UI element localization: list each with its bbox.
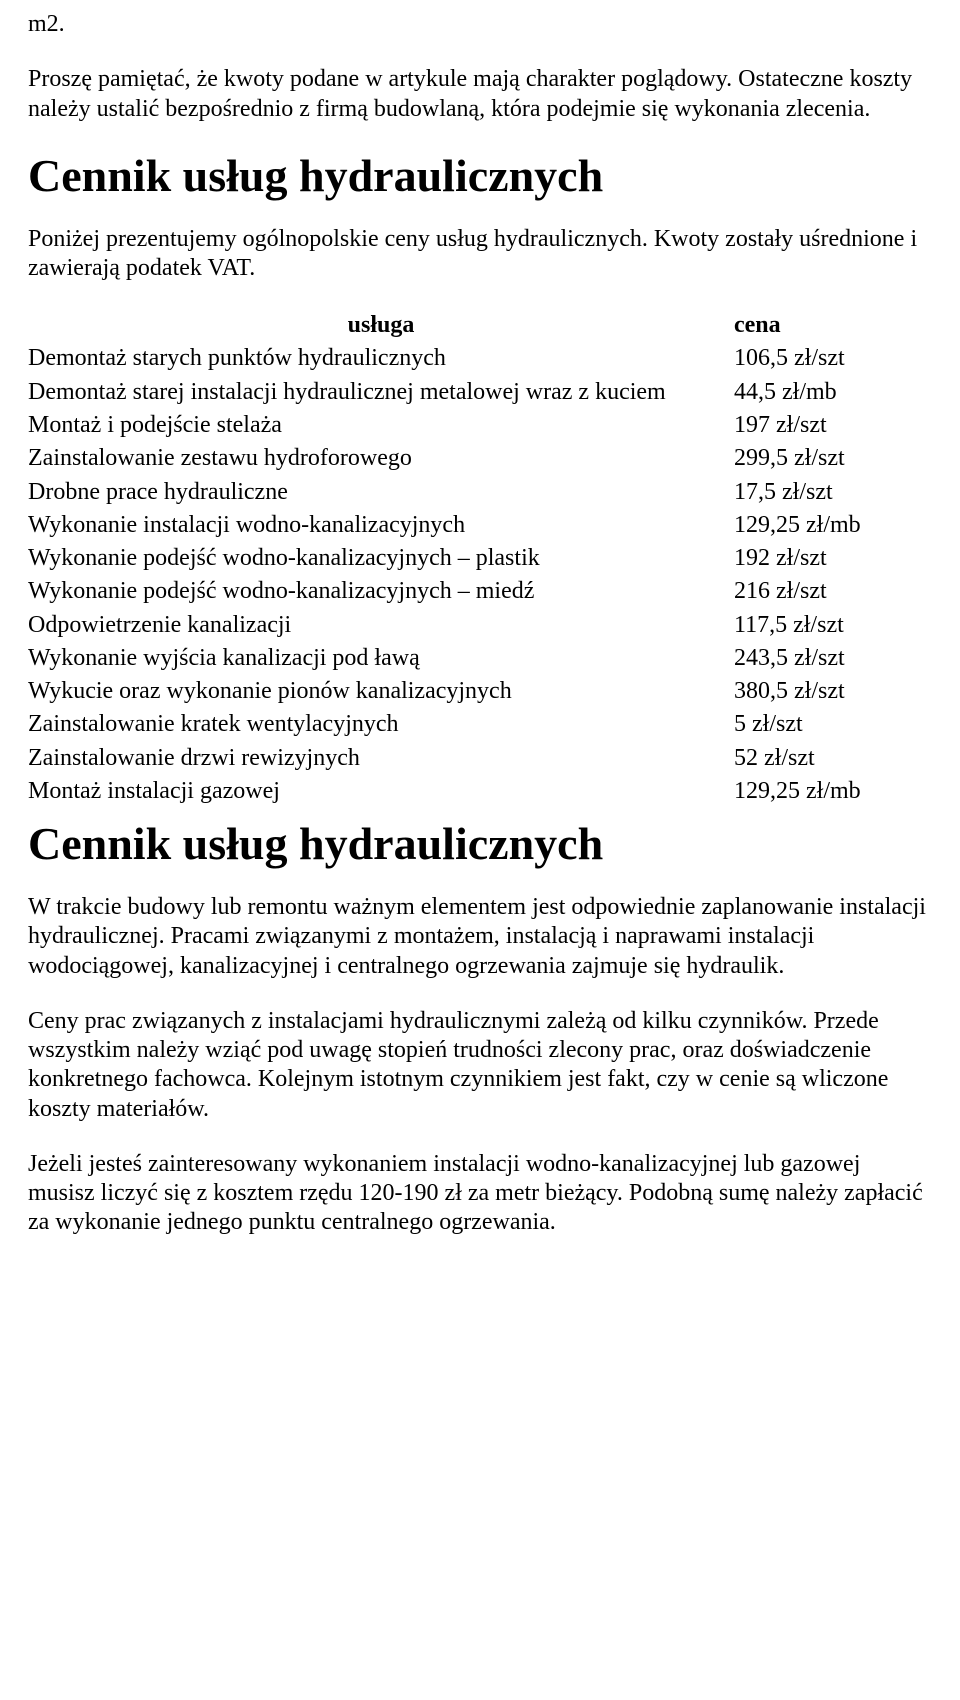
service-cell: Wykonanie wyjścia kanalizacji pod ławą: [28, 642, 734, 675]
table-row: Drobne prace hydrauliczne 17,5 zł/szt: [28, 476, 932, 509]
price-cell: 380,5 zł/szt: [734, 675, 932, 708]
price-cell: 192 zł/szt: [734, 542, 932, 575]
price-cell: 44,5 zł/mb: [734, 376, 932, 409]
paragraph-2b: Ceny prac związanych z instalacjami hydr…: [28, 1007, 932, 1124]
price-cell: 17,5 zł/szt: [734, 476, 932, 509]
price-cell: 299,5 zł/szt: [734, 442, 932, 475]
price-table: usługa cena Demontaż starych punktów hyd…: [28, 309, 932, 808]
service-cell: Odpowietrzenie kanalizacji: [28, 609, 734, 642]
table-row: Odpowietrzenie kanalizacji 117,5 zł/szt: [28, 609, 932, 642]
table-row: Demontaż starej instalacji hydraulicznej…: [28, 376, 932, 409]
price-cell: 52 zł/szt: [734, 742, 932, 775]
service-cell: Wykonanie instalacji wodno-kanalizacyjny…: [28, 509, 734, 542]
service-cell: Wykonanie podejść wodno-kanalizacyjnych …: [28, 575, 734, 608]
price-cell: 129,25 zł/mb: [734, 775, 932, 808]
price-cell: 216 zł/szt: [734, 575, 932, 608]
note-paragraph: Proszę pamiętać, że kwoty podane w artyk…: [28, 65, 932, 124]
table-row: Montaż i podejście stelaża 197 zł/szt: [28, 409, 932, 442]
table-row: Wykonanie podejść wodno-kanalizacyjnych …: [28, 575, 932, 608]
table-row: Zainstalowanie zestawu hydroforowego 299…: [28, 442, 932, 475]
table-row: Wykucie oraz wykonanie pionów kanalizacy…: [28, 675, 932, 708]
table-row: Montaż instalacji gazowej 129,25 zł/mb: [28, 775, 932, 808]
table-row: Demontaż starych punktów hydraulicznych …: [28, 342, 932, 375]
price-cell: 197 zł/szt: [734, 409, 932, 442]
price-cell: 106,5 zł/szt: [734, 342, 932, 375]
service-cell: Demontaż starej instalacji hydraulicznej…: [28, 376, 734, 409]
paragraph-2c: Jeżeli jesteś zainteresowany wykonaniem …: [28, 1150, 932, 1238]
top-fragment: m2.: [28, 10, 932, 39]
price-cell: 5 zł/szt: [734, 708, 932, 741]
heading-1: Cennik usług hydraulicznych: [28, 150, 932, 203]
table-row: Wykonanie wyjścia kanalizacji pod ławą 2…: [28, 642, 932, 675]
table-row: Zainstalowanie drzwi rewizyjnych 52 zł/s…: [28, 742, 932, 775]
paragraph-2a: W trakcie budowy lub remontu ważnym elem…: [28, 893, 932, 981]
service-cell: Wykucie oraz wykonanie pionów kanalizacy…: [28, 675, 734, 708]
service-cell: Demontaż starych punktów hydraulicznych: [28, 342, 734, 375]
table-row: Zainstalowanie kratek wentylacyjnych 5 z…: [28, 708, 932, 741]
service-cell: Zainstalowanie drzwi rewizyjnych: [28, 742, 734, 775]
service-cell: Montaż instalacji gazowej: [28, 775, 734, 808]
table-header-service: usługa: [28, 309, 734, 342]
table-row: Wykonanie podejść wodno-kanalizacyjnych …: [28, 542, 932, 575]
price-cell: 243,5 zł/szt: [734, 642, 932, 675]
price-cell: 117,5 zł/szt: [734, 609, 932, 642]
service-cell: Montaż i podejście stelaża: [28, 409, 734, 442]
table-row: Wykonanie instalacji wodno-kanalizacyjny…: [28, 509, 932, 542]
intro-1: Poniżej prezentujemy ogólnopolskie ceny …: [28, 225, 932, 284]
price-cell: 129,25 zł/mb: [734, 509, 932, 542]
table-header-row: usługa cena: [28, 309, 932, 342]
service-cell: Zainstalowanie zestawu hydroforowego: [28, 442, 734, 475]
service-cell: Wykonanie podejść wodno-kanalizacyjnych …: [28, 542, 734, 575]
table-header-price: cena: [734, 309, 932, 342]
service-cell: Drobne prace hydrauliczne: [28, 476, 734, 509]
service-cell: Zainstalowanie kratek wentylacyjnych: [28, 708, 734, 741]
document-page: m2. Proszę pamiętać, że kwoty podane w a…: [0, 0, 960, 1700]
heading-2: Cennik usług hydraulicznych: [28, 818, 932, 871]
